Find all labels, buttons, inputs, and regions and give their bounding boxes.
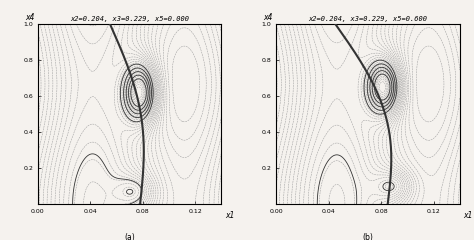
Title: x2=0.204, x3=0.229, x5=0.600: x2=0.204, x3=0.229, x5=0.600 bbox=[309, 16, 428, 22]
Text: (a): (a) bbox=[124, 233, 135, 240]
Text: (b): (b) bbox=[363, 233, 374, 240]
Text: x4: x4 bbox=[264, 13, 273, 22]
Text: x4: x4 bbox=[25, 13, 34, 22]
Text: x1: x1 bbox=[225, 211, 234, 220]
Title: x2=0.204, x3=0.229, x5=0.000: x2=0.204, x3=0.229, x5=0.000 bbox=[70, 16, 189, 22]
Text: x1: x1 bbox=[464, 211, 473, 220]
